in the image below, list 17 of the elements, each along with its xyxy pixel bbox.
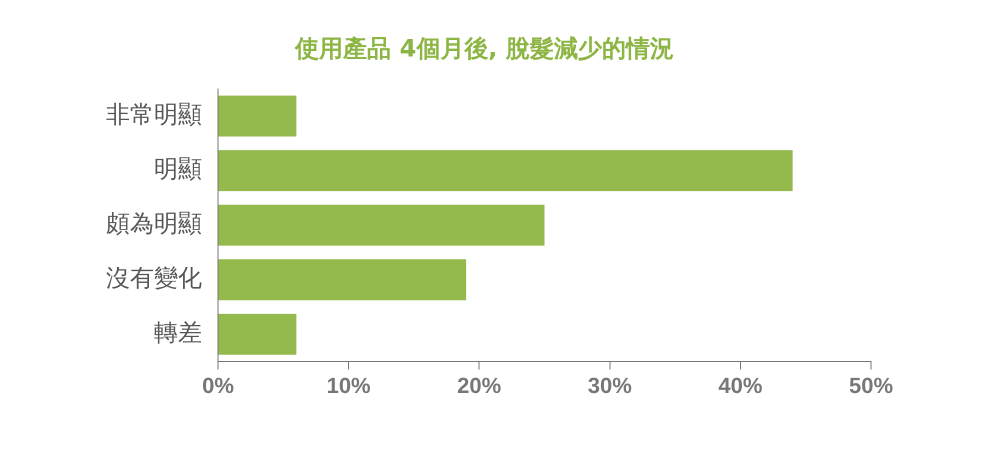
x-tick-label: 50% [848, 372, 894, 398]
y-tick-label: 非常明顯 [106, 100, 202, 128]
x-tick-label: 20% [457, 372, 502, 398]
bar [218, 150, 793, 192]
x-tick-label: 30% [588, 372, 632, 398]
bar [218, 204, 544, 246]
y-tick-label: 明顯 [154, 154, 202, 183]
chart-title: 使用產品 4個月後, 脫髮減少的情況 [294, 34, 674, 63]
x-tick-label: 40% [718, 372, 762, 398]
bar [218, 96, 296, 137]
y-tick-label: 轉差 [154, 318, 202, 347]
bar [218, 314, 296, 355]
y-tick-label: 沒有變化 [106, 264, 202, 292]
x-tick-label: 0% [202, 372, 234, 398]
y-tick-label: 頗為明顯 [106, 209, 202, 238]
x-tick-label: 10% [326, 372, 371, 398]
bar [218, 259, 466, 300]
